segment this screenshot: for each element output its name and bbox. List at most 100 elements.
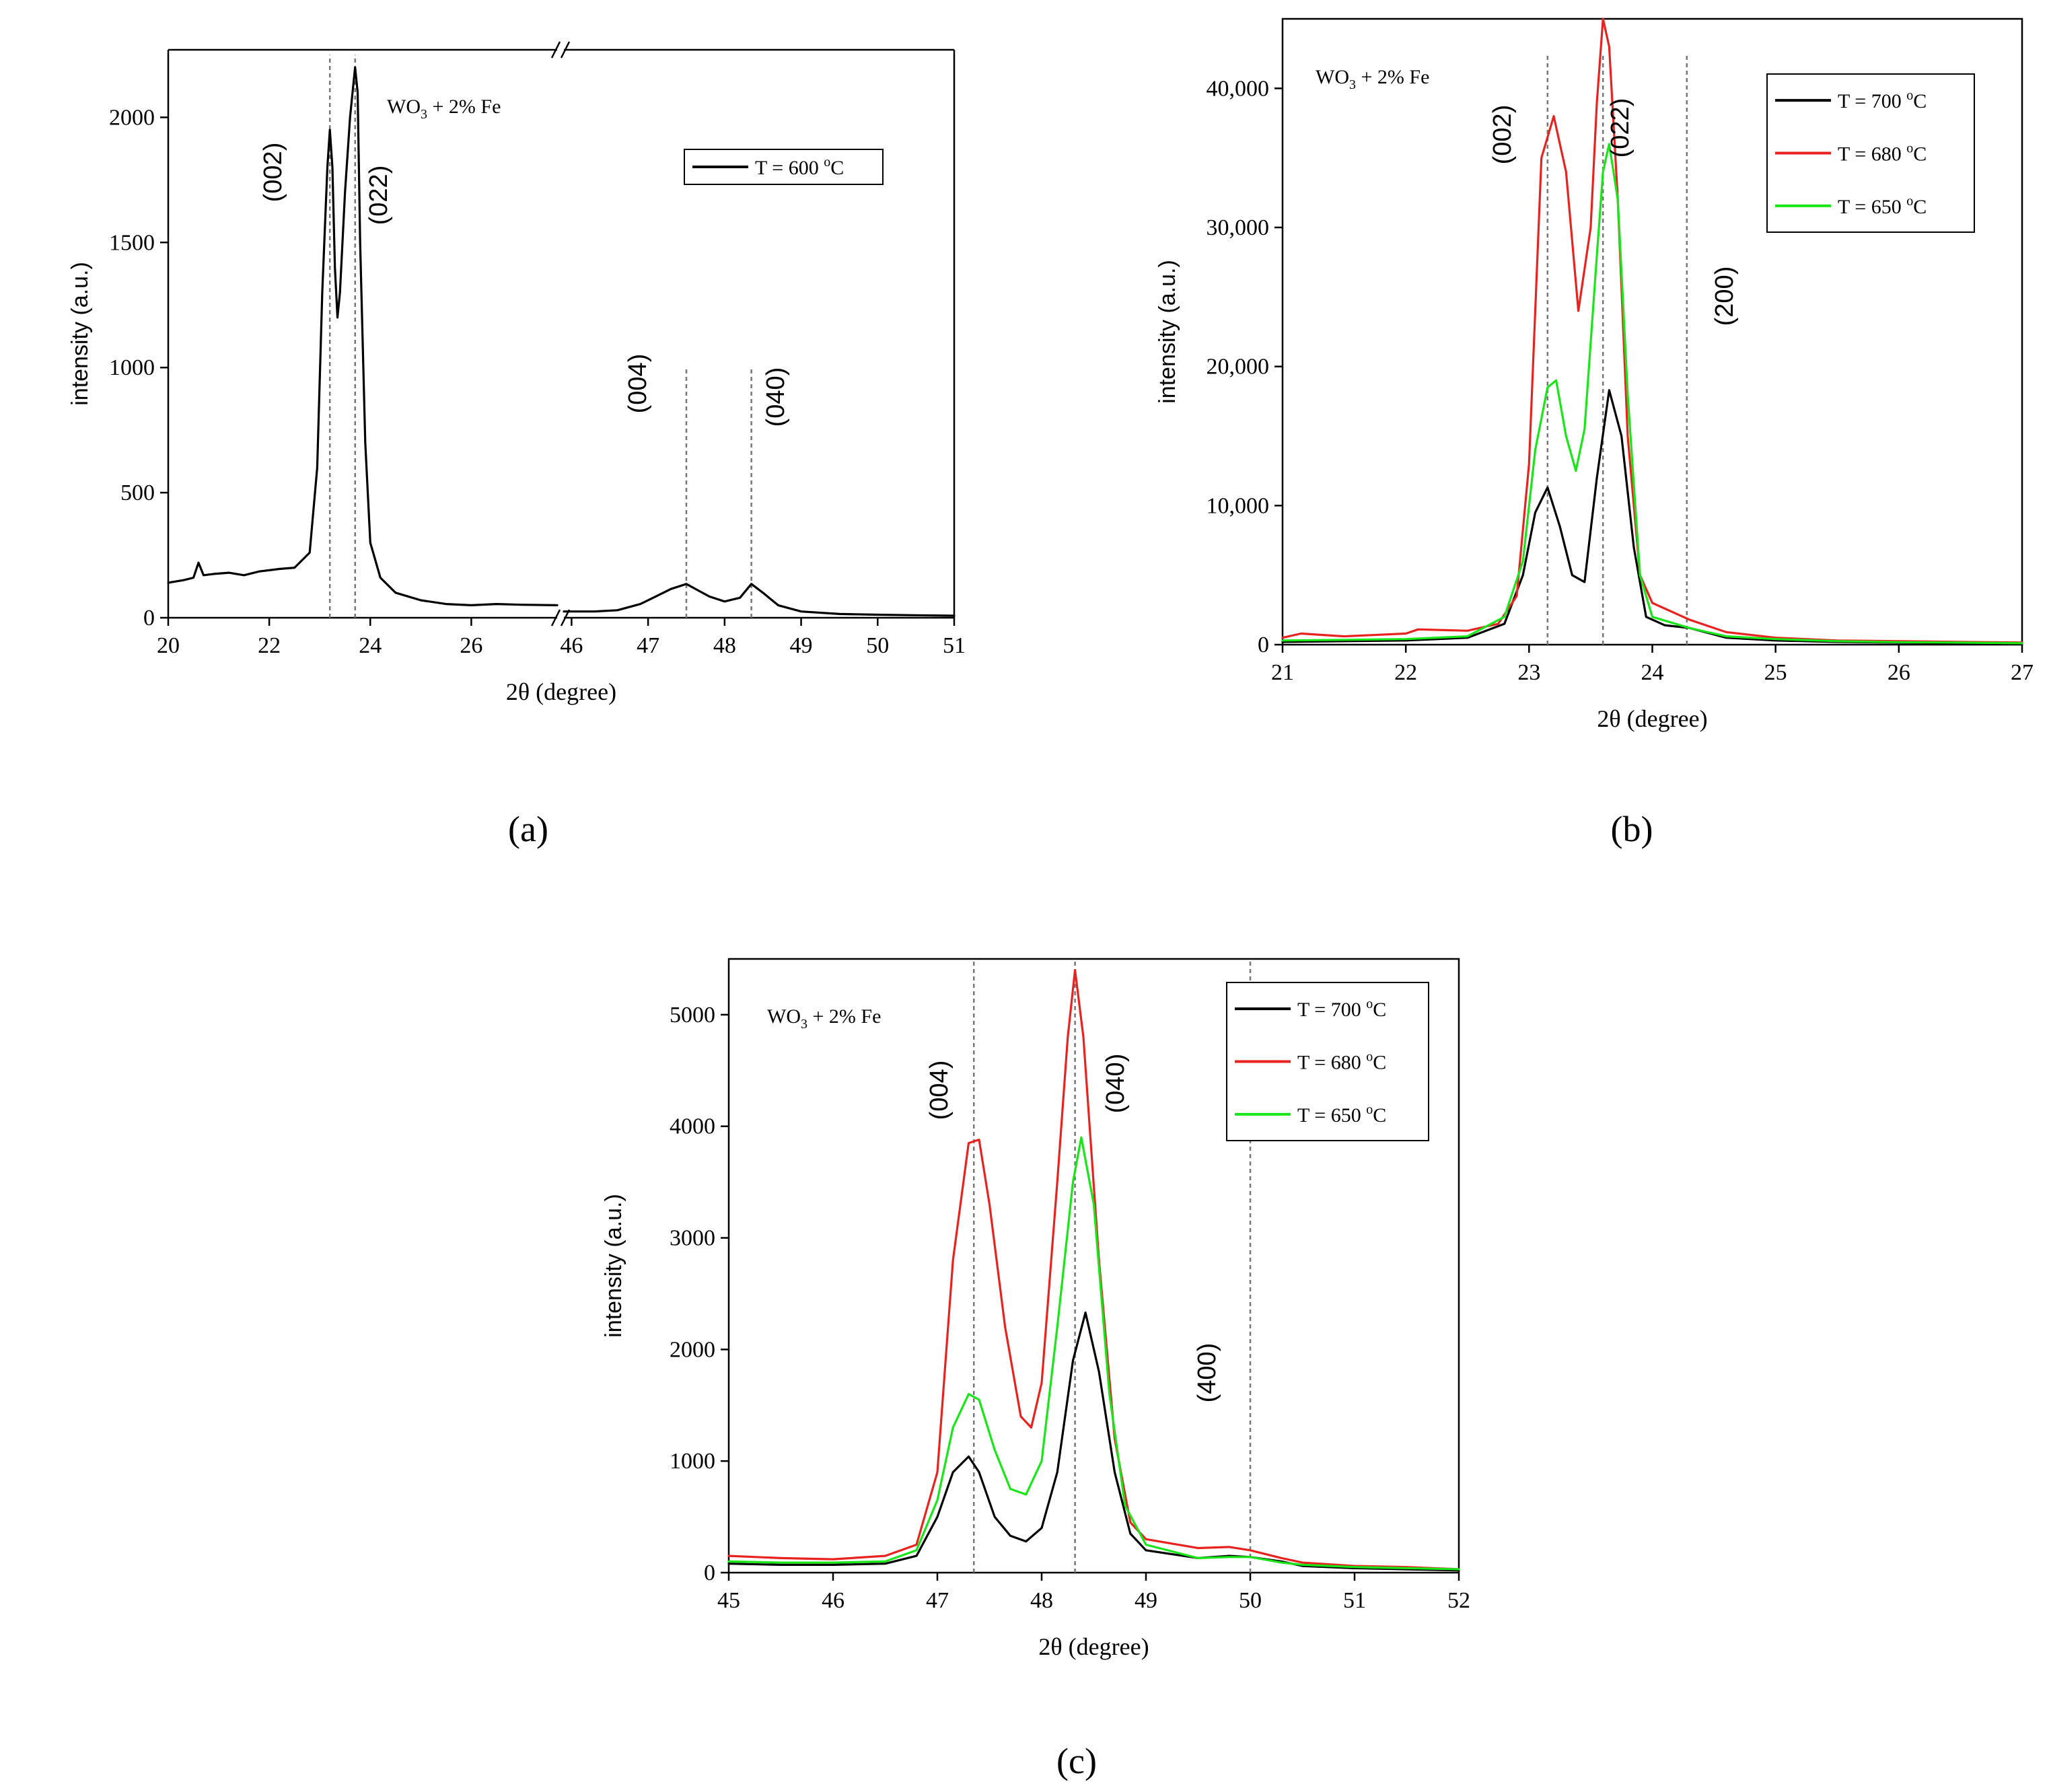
annotation-main: WO — [1316, 66, 1349, 88]
x-axis-title: 2θ (degree) — [1038, 1633, 1149, 1660]
legend-label-unit: C — [830, 157, 844, 179]
y-axis-title: intensity (a.u.) — [67, 262, 93, 406]
legend-label-main: T = 680 — [1838, 143, 1906, 166]
series-line — [1281, 389, 2023, 645]
panel-c: 45 46 47 48 49 50 51 52 2θ (degree) 0 1000 2000 3000… — [601, 958, 1470, 1660]
legend-label-main: T = 700 — [1838, 90, 1906, 112]
y-axis-title: intensity (a.u.) — [601, 1194, 626, 1338]
x-tick-label: 21 — [1271, 660, 1294, 685]
legend-label: T = 700 oC — [1297, 997, 1386, 1021]
series-line — [727, 1312, 1460, 1572]
legend-label-main: T = 600 — [755, 157, 824, 179]
y-tick-label: 1000 — [109, 355, 155, 380]
x-tick-label: 51 — [943, 633, 966, 658]
y-tick-label: 0 — [704, 1561, 715, 1585]
panel-b: 21 22 23 24 25 26 27 2θ (degree) 0 10,000 20,000 30… — [1155, 17, 2034, 732]
series-line — [727, 969, 1460, 1571]
legend-label-main: T = 680 — [1297, 1052, 1366, 1074]
x-tick-label: 47 — [637, 633, 659, 658]
legend-label-degree: o — [824, 155, 830, 170]
annotation-main: WO — [387, 96, 421, 118]
annotation-rest: + 2% Fe — [427, 96, 501, 118]
legend-label-degree: o — [1906, 88, 1913, 103]
peak-label: (004) — [925, 1061, 954, 1120]
y-tick-label: 2000 — [670, 1337, 715, 1362]
legend-label-unit: C — [1373, 999, 1386, 1021]
annotation-main: WO — [767, 1005, 801, 1028]
x-tick-label: 52 — [1447, 1588, 1470, 1613]
x-tick-label: 46 — [560, 633, 583, 658]
y-tick-label: 30,000 — [1207, 215, 1270, 240]
x-tick-label: 45 — [717, 1588, 740, 1613]
composition-annotation: WO3 + 2% Fe — [767, 1005, 881, 1032]
y-tick-label: 5000 — [670, 1003, 715, 1028]
legend-label-degree: o — [1366, 997, 1373, 1011]
legend-label-unit: C — [1913, 196, 1927, 218]
x-tick-label: 26 — [460, 633, 482, 658]
legend-label: T = 650 oC — [1838, 194, 1927, 218]
x-tick-label: 23 — [1517, 660, 1540, 685]
x-tick-label: 25 — [1764, 660, 1787, 685]
legend-label-unit: C — [1913, 143, 1927, 166]
panel-label-a: (a) — [508, 809, 548, 849]
series-line — [727, 1136, 1460, 1571]
axis-break-mark — [550, 609, 561, 626]
annotation-rest: + 2% Fe — [807, 1005, 881, 1028]
legend-label-main: T = 650 — [1838, 196, 1906, 218]
x-tick-label: 24 — [359, 633, 382, 658]
legend-label-main: T = 650 — [1297, 1104, 1366, 1126]
peak-label: (022) — [1606, 98, 1634, 158]
x-tick-label: 22 — [1394, 660, 1417, 685]
legend-label: T = 680 oC — [1297, 1050, 1386, 1074]
axis-break-mark — [560, 41, 571, 59]
y-tick-label: 0 — [143, 606, 155, 631]
y-tick-label: 1000 — [670, 1449, 715, 1474]
peak-label: (040) — [762, 367, 790, 427]
peak-label: (002) — [259, 143, 287, 203]
x-tick-label: 46 — [822, 1588, 844, 1613]
panel-label-b: (b) — [1611, 809, 1653, 849]
plot-frame — [727, 958, 1460, 1574]
y-tick-label: 4000 — [670, 1114, 715, 1139]
x-tick-label: 26 — [1888, 660, 1910, 685]
composition-annotation: WO3 + 2% Fe — [1316, 66, 1429, 92]
y-tick-label: 500 — [120, 480, 155, 505]
y-tick-label: 1500 — [109, 230, 155, 255]
legend-label: T = 600 oC — [755, 155, 844, 179]
annotation-subscript: 3 — [1349, 77, 1356, 92]
peak-label: (040) — [1102, 1054, 1130, 1114]
y-tick-label: 3000 — [670, 1226, 715, 1251]
peak-label: (004) — [624, 354, 652, 414]
peak-label: (002) — [1488, 105, 1517, 165]
y-tick-label: 2000 — [109, 105, 155, 130]
series-line — [563, 583, 956, 617]
peak-label: (400) — [1193, 1343, 1221, 1403]
x-tick-label: 49 — [1135, 1588, 1157, 1613]
composition-annotation: WO3 + 2% Fe — [387, 96, 501, 122]
y-axis-title: intensity (a.u.) — [1155, 260, 1180, 404]
series-line — [1281, 143, 2023, 645]
x-tick-label: 47 — [926, 1588, 949, 1613]
legend-label-degree: o — [1906, 194, 1913, 209]
x-axis-title: 2θ (degree) — [1597, 705, 1707, 732]
y-tick-label: 20,000 — [1207, 355, 1270, 380]
series-line — [167, 66, 559, 606]
x-tick-label: 48 — [713, 633, 736, 658]
x-tick-label: 50 — [1239, 1588, 1262, 1613]
annotation-subscript: 3 — [421, 107, 427, 122]
y-tick-label: 0 — [1258, 633, 1269, 657]
axis-break-mark — [550, 41, 561, 59]
legend-label: T = 680 oC — [1838, 141, 1927, 166]
x-tick-label: 51 — [1343, 1588, 1366, 1613]
x-tick-label: 49 — [790, 633, 813, 658]
x-tick-label: 22 — [258, 633, 281, 658]
legend-label-main: T = 700 — [1297, 999, 1366, 1021]
x-tick-label: 24 — [1641, 660, 1664, 685]
y-tick-label: 10,000 — [1207, 493, 1270, 518]
x-tick-label: 20 — [157, 633, 180, 658]
x-tick-label: 48 — [1030, 1588, 1053, 1613]
x-tick-label: 27 — [2011, 660, 2034, 685]
legend-label-unit: C — [1373, 1104, 1386, 1126]
legend-label-degree: o — [1366, 1050, 1373, 1065]
legend-label-unit: C — [1913, 90, 1927, 112]
